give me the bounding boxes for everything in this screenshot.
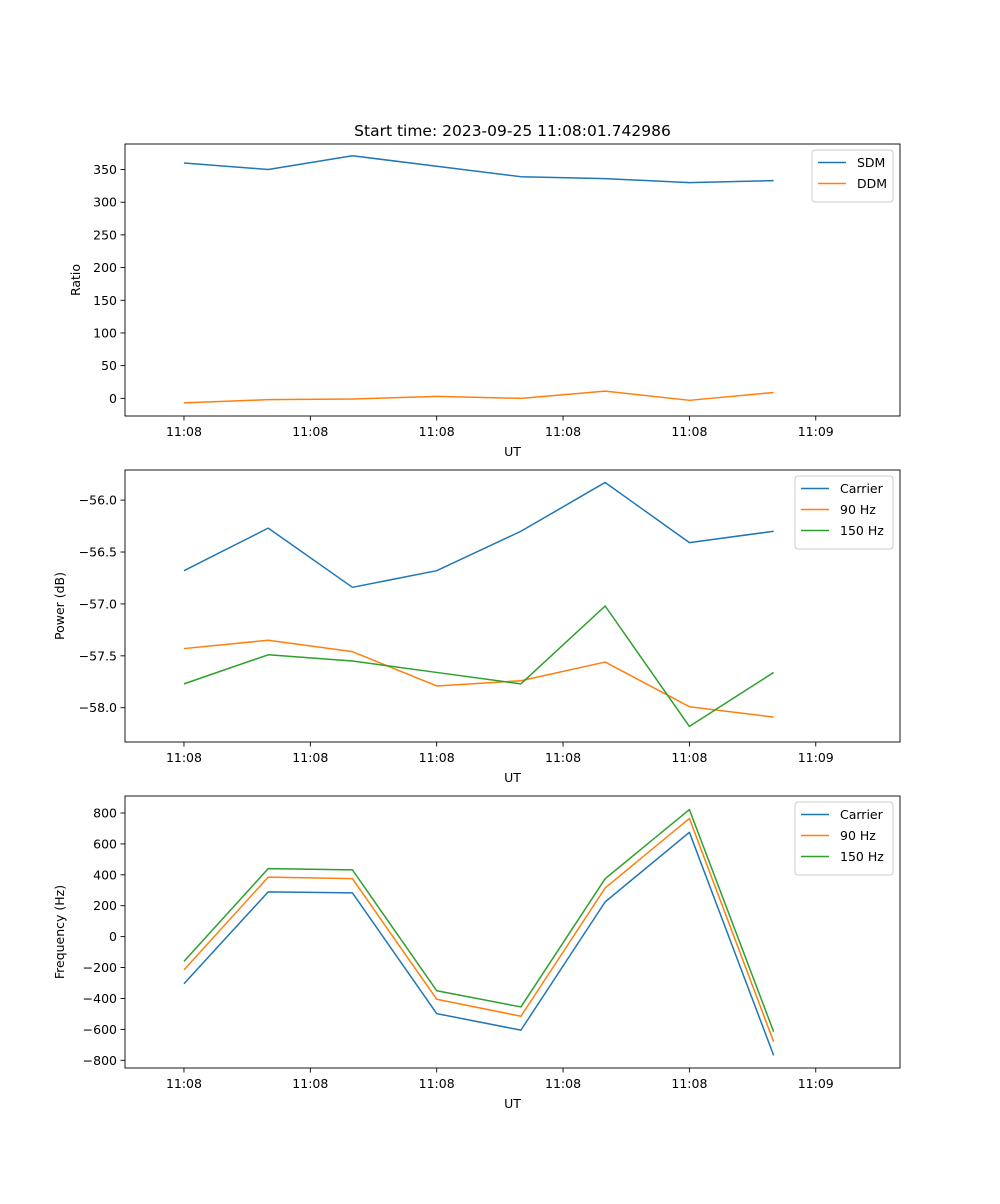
axes-frame [124,143,901,417]
y-tick-label: 150 [93,293,117,308]
series-line-150-hz [183,605,775,728]
legend-label: 90 Hz [840,502,876,517]
y-tick-label: −56.5 [79,545,117,560]
axes-frame [124,795,901,1069]
y-tick-label: 100 [93,325,117,340]
y-axis-label: Ratio [68,264,83,296]
x-tick-label: 11:08 [545,1076,581,1091]
y-tick-label: 350 [93,162,117,177]
x-tick-label: 11:08 [292,424,328,439]
y-tick-label: 0 [109,929,117,944]
legend-label: 150 Hz [840,523,884,538]
y-tick-label: −56.0 [79,493,117,508]
y-axis-label: Frequency (Hz) [52,885,67,979]
x-tick-label: 11:08 [545,424,581,439]
y-tick-label: 300 [93,195,117,210]
legend-label: DDM [857,176,887,191]
chart-panel-3: 11:08 11:08 11:08 11:08 11:08 11:09 −800 −600 −4… [52,795,901,1111]
x-tick-label: 11:08 [419,1076,455,1091]
x-tick-label: 11:09 [798,424,834,439]
y-axis-label: Power (dB) [52,572,67,640]
x-tick-label: 11:08 [292,1076,328,1091]
x-tick-label: 11:08 [419,424,455,439]
x-tick-label: 11:09 [798,750,834,765]
legend: SDM DDM [811,149,894,203]
series-line-90-hz [183,817,775,1042]
figure-title: Start time: 2023-09-25 11:08:01.742986 [354,122,671,140]
y-tick-label: −600 [83,1022,117,1037]
y-tick-label: 600 [93,836,117,851]
series-line-90-hz [183,639,774,718]
y-tick-label: −57.0 [79,596,117,611]
y-tick-label: −200 [83,960,117,975]
series-line-sdm [183,155,774,184]
legend-label: 150 Hz [840,849,884,864]
x-tick-label: 11:08 [166,424,202,439]
axes-frame [124,469,901,743]
y-tick-label: 800 [93,806,117,821]
chart-panel-1: 11:08 11:08 11:08 11:08 11:08 11:09 0 50 100 150 2… [68,143,901,459]
series-line-150-hz [183,808,775,1032]
x-tick-label: 11:09 [798,1076,834,1091]
y-tick-label: 200 [93,260,117,275]
y-tick-label: −400 [83,991,117,1006]
y-tick-label: −57.5 [79,648,117,663]
chart-panel-2: 11:08 11:08 11:08 11:08 11:08 11:09 −58.0 −57.5… [52,469,901,785]
x-tick-label: 11:08 [419,750,455,765]
y-tick-label: 250 [93,227,117,242]
x-tick-label: 11:08 [671,424,707,439]
y-tick-label: −58.0 [79,700,117,715]
y-tick-label: −800 [83,1053,117,1068]
series-line-carrier [183,831,775,1056]
legend: Carrier 90 Hz 150 Hz [794,801,894,876]
x-tick-label: 11:08 [671,750,707,765]
legend: Carrier 90 Hz 150 Hz [794,475,894,550]
legend-label: 90 Hz [840,828,876,843]
legend-label: Carrier [840,481,884,496]
x-axis-label: UT [504,770,521,785]
x-axis-label: UT [504,1096,521,1111]
x-tick-label: 11:08 [292,750,328,765]
x-tick-label: 11:08 [671,1076,707,1091]
y-tick-label: 0 [109,391,117,406]
series-line-ddm [183,390,774,404]
x-tick-label: 11:08 [166,1076,202,1091]
x-tick-label: 11:08 [545,750,581,765]
legend-label: SDM [857,155,885,170]
y-tick-label: 200 [93,898,117,913]
x-axis-label: UT [504,444,521,459]
y-tick-label: 50 [101,358,117,373]
legend-label: Carrier [840,807,884,822]
x-tick-label: 11:08 [166,750,202,765]
series-line-carrier [183,481,774,589]
y-tick-label: 400 [93,867,117,882]
